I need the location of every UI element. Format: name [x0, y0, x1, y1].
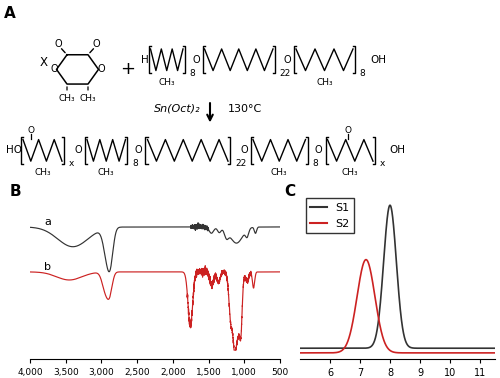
Text: x: x [380, 160, 386, 168]
Text: 8: 8 [360, 69, 365, 78]
Text: O: O [314, 146, 322, 155]
Text: O: O [240, 146, 248, 155]
Text: 8: 8 [132, 160, 138, 168]
Text: B: B [10, 184, 22, 200]
Text: 8: 8 [190, 69, 195, 78]
Text: a: a [44, 217, 51, 226]
Text: 22: 22 [235, 160, 246, 168]
Text: 8: 8 [312, 160, 318, 168]
Text: O: O [50, 64, 58, 74]
Text: 130°C: 130°C [228, 104, 262, 114]
Text: CH₃: CH₃ [342, 168, 358, 177]
Text: OH: OH [370, 55, 386, 65]
Text: x: x [69, 160, 74, 168]
Text: CH₃: CH₃ [158, 78, 175, 87]
Text: O: O [344, 126, 352, 135]
Text: CH₃: CH₃ [271, 168, 287, 177]
Text: b: b [44, 262, 52, 271]
Text: C: C [284, 184, 296, 200]
Text: A: A [4, 6, 16, 21]
Text: OH: OH [389, 146, 405, 155]
Text: CH₃: CH₃ [98, 168, 114, 177]
Text: H: H [141, 55, 149, 65]
Text: O: O [192, 55, 200, 65]
Text: O: O [284, 55, 292, 65]
Text: O: O [74, 146, 82, 155]
Text: +: + [120, 60, 135, 78]
Legend: S1, S2: S1, S2 [306, 198, 354, 233]
Text: X: X [40, 56, 48, 68]
Text: O: O [55, 39, 62, 50]
Text: CH₃: CH₃ [80, 94, 96, 103]
Text: CH₃: CH₃ [316, 78, 333, 87]
Text: O: O [134, 146, 142, 155]
Text: O: O [28, 126, 34, 135]
Text: Sn(Oct)₂: Sn(Oct)₂ [154, 104, 201, 114]
Text: O: O [97, 64, 105, 74]
Text: O: O [92, 39, 100, 50]
Text: CH₃: CH₃ [58, 94, 76, 103]
Text: CH₃: CH₃ [34, 168, 51, 177]
Text: HO: HO [6, 146, 22, 155]
Text: 22: 22 [280, 69, 291, 78]
